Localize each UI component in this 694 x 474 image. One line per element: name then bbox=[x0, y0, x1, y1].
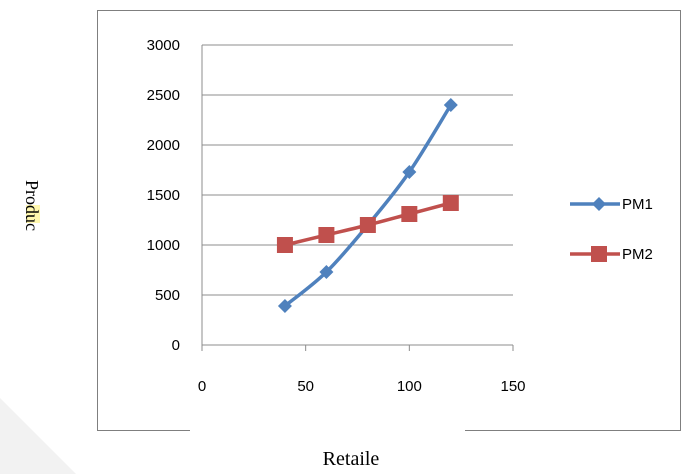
x-axis-label: Retaile bbox=[322, 448, 380, 470]
data-point bbox=[318, 227, 335, 243]
y-tick-label: 500 bbox=[155, 287, 180, 304]
y-tick-label: 3000 bbox=[147, 37, 180, 54]
data-point bbox=[443, 98, 458, 112]
data-point bbox=[442, 195, 459, 211]
text-highlight bbox=[26, 205, 40, 223]
y-tick-label: 0 bbox=[172, 337, 180, 354]
data-point bbox=[359, 217, 376, 233]
data-point bbox=[319, 265, 334, 279]
x-tick-label: 0 bbox=[198, 378, 206, 395]
chart-area: 0 500 1000 1500 2000 2500 3000 0 50 100 150 PM1 PM2 bbox=[97, 10, 681, 431]
data-point bbox=[276, 237, 293, 253]
frame-gap bbox=[190, 422, 465, 438]
series-line-pm1 bbox=[283, 104, 453, 308]
y-tick-label: 1500 bbox=[147, 187, 180, 204]
x-tick-label: 100 bbox=[397, 378, 422, 395]
data-point bbox=[401, 206, 418, 222]
y-tick-label: 2500 bbox=[147, 87, 180, 104]
x-tick-label: 150 bbox=[500, 378, 525, 395]
y-axis-label: Produc bbox=[22, 180, 42, 231]
y-tick-label: 2000 bbox=[147, 137, 180, 154]
data-point bbox=[277, 299, 292, 313]
legend-marker bbox=[592, 197, 606, 211]
legend-label: PM2 bbox=[622, 246, 653, 263]
y-tick-label: 1000 bbox=[147, 237, 180, 254]
legend-label: PM1 bbox=[622, 196, 653, 213]
plot-area: 0 500 1000 1500 2000 2500 3000 0 50 100 150 PM1 PM2 bbox=[147, 37, 653, 395]
data-point bbox=[402, 165, 417, 179]
x-tick-label: 50 bbox=[297, 378, 314, 395]
legend-marker bbox=[591, 246, 607, 262]
